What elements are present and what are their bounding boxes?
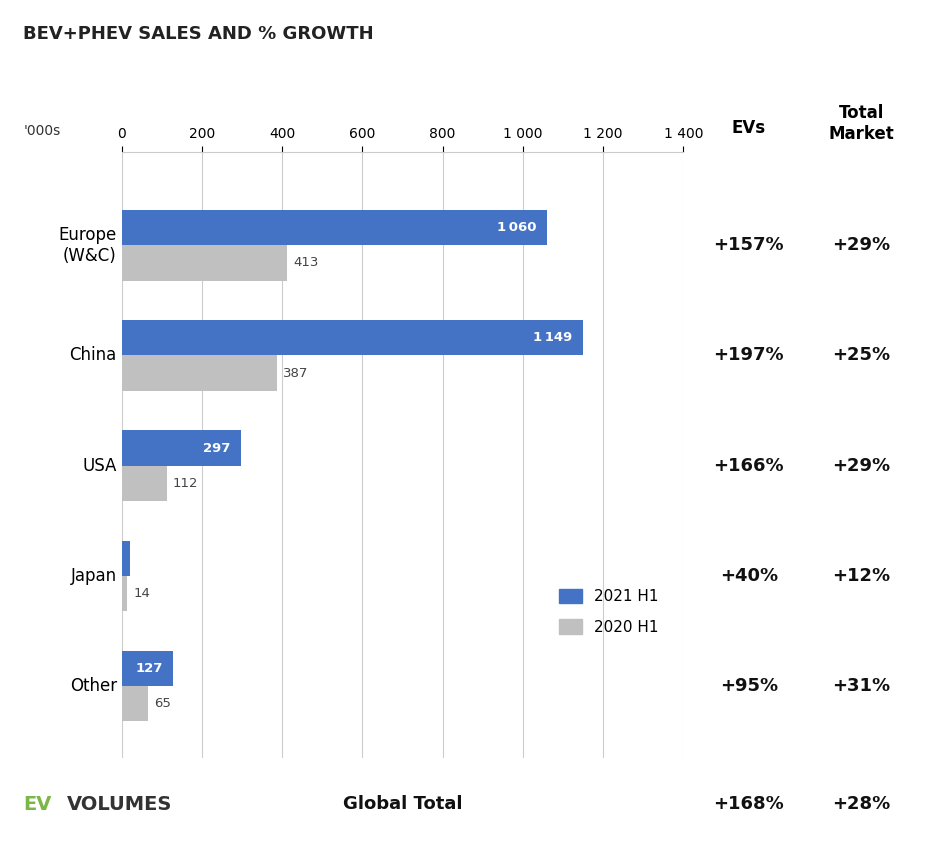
Text: +28%: +28% [832,795,890,813]
Bar [122,320,582,355]
Bar [122,245,287,280]
Text: Total
Market: Total Market [828,104,894,143]
Text: 65: 65 [154,697,170,711]
Text: Global Total: Global Total [343,795,462,813]
Bar [122,576,127,611]
Text: EVs: EVs [732,119,766,137]
Text: +197%: +197% [713,346,784,365]
Text: +25%: +25% [832,346,890,365]
Bar [122,355,277,391]
Text: 297: 297 [203,441,231,455]
Text: 112: 112 [172,477,198,490]
Text: 413: 413 [293,256,319,269]
Text: +157%: +157% [713,237,784,254]
Text: 1 149: 1 149 [534,332,573,344]
Text: +95%: +95% [720,677,778,695]
Text: +31%: +31% [832,677,890,695]
Bar [122,210,547,245]
Bar [122,541,130,576]
Bar [122,686,148,722]
Text: +40%: +40% [720,567,778,585]
Text: EV: EV [23,795,51,813]
Text: +168%: +168% [713,795,784,813]
Text: +12%: +12% [832,567,890,585]
Text: +29%: +29% [832,237,890,254]
Text: 387: 387 [283,366,308,380]
Text: VOLUMES: VOLUMES [67,795,173,813]
Bar [122,466,167,501]
Text: 14: 14 [133,587,150,600]
Text: +29%: +29% [832,456,890,475]
Text: BEV+PHEV SALES AND % GROWTH: BEV+PHEV SALES AND % GROWTH [23,25,374,43]
Bar [122,430,241,466]
Bar [122,651,172,686]
Legend: 2021 H1, 2020 H1: 2021 H1, 2020 H1 [552,583,665,641]
Text: '000s: '000s [23,124,61,137]
Text: +166%: +166% [713,456,784,475]
Text: 1 060: 1 060 [497,221,537,234]
Text: 20: 20 [101,552,120,565]
Text: 127: 127 [135,662,163,675]
